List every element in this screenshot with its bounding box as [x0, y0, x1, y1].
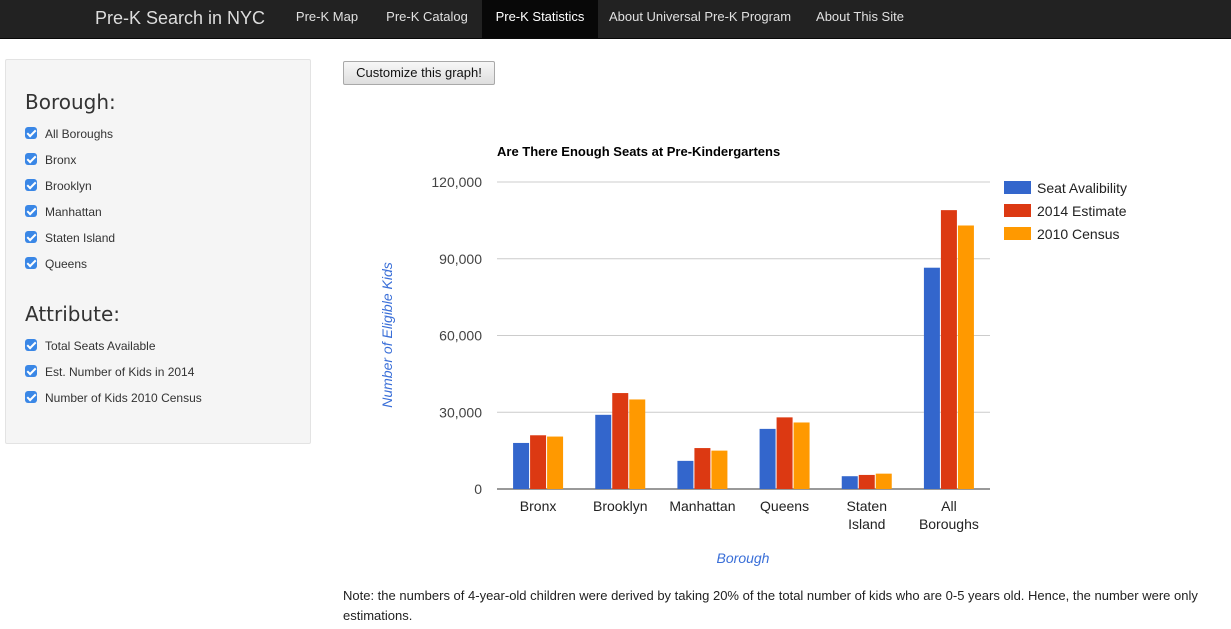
- bar: [858, 474, 875, 489]
- bar: [776, 417, 793, 489]
- bar: [513, 442, 530, 489]
- brand-link[interactable]: Pre-K Search in NYC: [95, 8, 266, 28]
- filter-sidebar: Borough: All Boroughs Bronx Brooklyn Man…: [5, 59, 311, 444]
- bar: [547, 436, 564, 489]
- customize-graph-button[interactable]: Customize this graph!: [343, 61, 495, 85]
- bar: [694, 448, 711, 489]
- checkbox-label: Bronx: [45, 153, 77, 167]
- bar: [759, 428, 776, 489]
- attribute-group-title: Attribute:: [25, 302, 121, 326]
- nav-item-pre-k-catalog[interactable]: Pre-K Catalog: [386, 9, 468, 24]
- x-axis-label: Borough: [717, 550, 770, 566]
- x-tick-label: Bronx: [520, 498, 557, 514]
- nav-item-about-upk-program[interactable]: About Universal Pre-K Program: [608, 9, 792, 24]
- legend-swatch: [1004, 181, 1031, 194]
- borough-group-title: Borough:: [25, 90, 116, 114]
- checkbox-label: Est. Number of Kids in 2014: [45, 365, 195, 379]
- y-tick-label: 120,000: [431, 174, 482, 190]
- checkbox-label: Number of Kids 2010 Census: [45, 391, 202, 405]
- y-tick-label: 0: [474, 481, 482, 497]
- x-tick-label: Manhattan: [669, 498, 735, 514]
- y-tick-label: 30,000: [439, 404, 482, 420]
- checkbox-icon[interactable]: [25, 153, 37, 165]
- checkbox-icon[interactable]: [25, 339, 37, 351]
- bar: [595, 414, 612, 489]
- checkbox-icon[interactable]: [25, 257, 37, 269]
- bar: [923, 267, 940, 489]
- bar: [530, 435, 547, 489]
- legend-label: 2010 Census: [1037, 226, 1120, 242]
- bar: [629, 399, 646, 489]
- checkbox-label: Staten Island: [45, 231, 116, 245]
- x-tick-label: Staten: [847, 498, 887, 514]
- legend-swatch: [1004, 204, 1031, 217]
- nav-item-about-this-site[interactable]: About This Site: [816, 9, 904, 24]
- x-tick-label: Brooklyn: [593, 498, 647, 514]
- y-tick-label: 60,000: [439, 328, 482, 344]
- bar: [612, 393, 629, 489]
- legend-label: 2014 Estimate: [1037, 203, 1127, 219]
- checkbox-icon[interactable]: [25, 231, 37, 243]
- checkbox-icon[interactable]: [25, 179, 37, 191]
- top-navbar: Pre-K Search in NYC Pre-K Map Pre-K Cata…: [0, 0, 1231, 39]
- bar: [711, 450, 728, 489]
- bar: [841, 476, 858, 489]
- y-tick-label: 90,000: [439, 251, 482, 267]
- checkbox-label: All Boroughs: [45, 127, 114, 141]
- bar: [957, 225, 974, 489]
- bar: [875, 473, 892, 489]
- x-tick-label: All: [941, 498, 957, 514]
- bar: [940, 210, 957, 489]
- checkbox-icon[interactable]: [25, 127, 37, 139]
- bar: [677, 460, 694, 489]
- y-axis-label: Number of Eligible Kids: [379, 262, 395, 408]
- x-tick-label: Queens: [760, 498, 809, 514]
- checkbox-label: Total Seats Available: [45, 339, 156, 353]
- legend-label: Seat Avalibility: [1037, 180, 1127, 196]
- nav-item-pre-k-statistics[interactable]: Pre-K Statistics: [482, 0, 598, 38]
- nav-item-pre-k-map[interactable]: Pre-K Map: [295, 9, 359, 24]
- bar: [793, 422, 810, 489]
- checkbox-icon[interactable]: [25, 391, 37, 403]
- checkbox-icon[interactable]: [25, 205, 37, 217]
- checkbox-icon[interactable]: [25, 365, 37, 377]
- x-tick-label: Island: [848, 516, 885, 532]
- estimation-note: Note: the numbers of 4-year-old children…: [343, 588, 1198, 623]
- checkbox-label: Brooklyn: [45, 179, 92, 193]
- chart-title: Are There Enough Seats at Pre-Kindergart…: [497, 144, 780, 159]
- checkbox-label: Queens: [45, 257, 88, 271]
- legend-swatch: [1004, 227, 1031, 240]
- x-tick-label: Boroughs: [919, 516, 979, 532]
- checkbox-label: Manhattan: [45, 205, 102, 219]
